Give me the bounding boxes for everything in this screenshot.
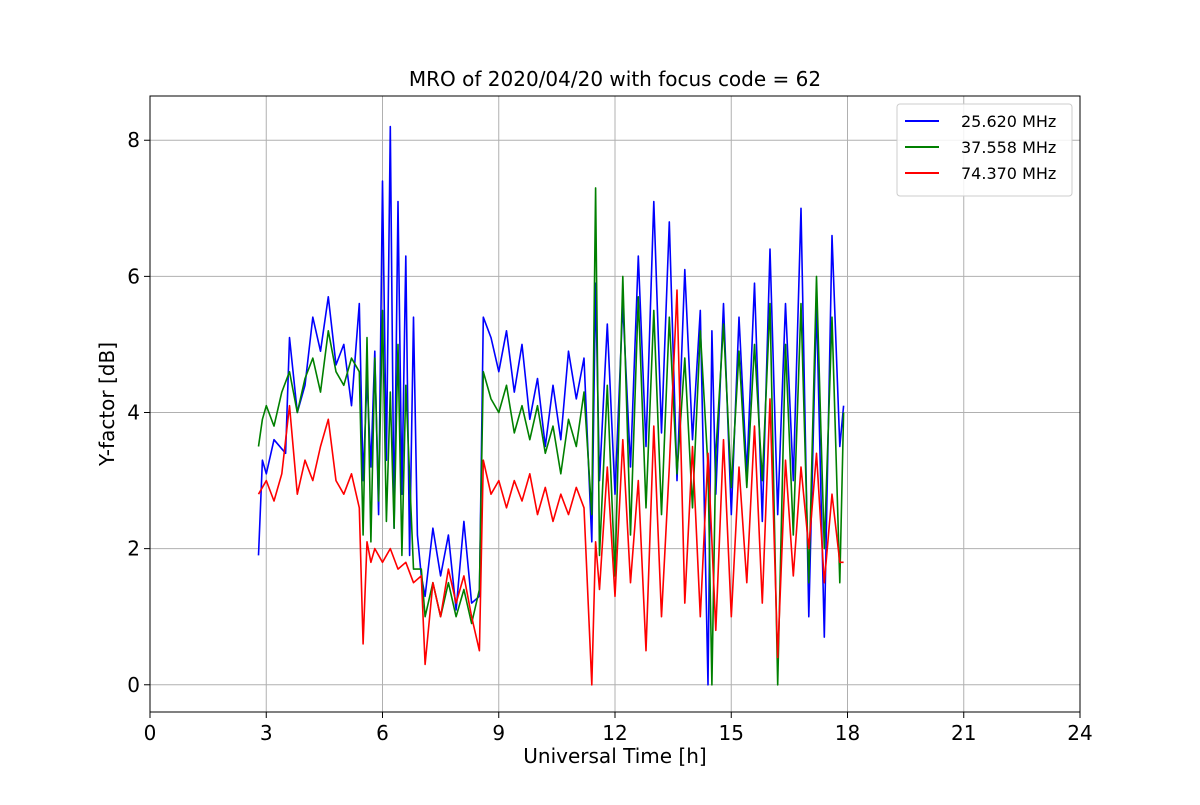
x-tick-label: 0	[144, 721, 157, 745]
x-axis-label: Universal Time [h]	[523, 744, 706, 768]
x-tick-label: 3	[260, 721, 273, 745]
x-tick-label: 6	[376, 721, 389, 745]
x-tick-label: 9	[492, 721, 505, 745]
x-tick-label: 15	[719, 721, 744, 745]
x-tick-label: 21	[951, 721, 976, 745]
series-line-3	[257, 289, 844, 686]
y-tick-label: 4	[127, 401, 140, 425]
legend-entry: 74.370 MHz	[961, 164, 1056, 183]
series-group	[257, 125, 845, 686]
x-tick-label: 24	[1067, 721, 1092, 745]
legend: 25.620 MHz 37.558 MHz 74.370 MHz	[896, 103, 1073, 197]
y-tick-label: 2	[127, 537, 140, 561]
legend-entry: 37.558 MHz	[961, 138, 1056, 157]
legend-entry: 25.620 MHz	[961, 112, 1056, 131]
y-axis-label: Y-factor [dB]	[95, 342, 119, 467]
legend-box	[896, 103, 1073, 197]
series-line-2	[257, 187, 845, 686]
y-tick-label: 0	[127, 673, 140, 697]
y-tick-label: 8	[127, 128, 140, 152]
x-tick-label: 18	[835, 721, 860, 745]
chart-title: MRO of 2020/04/20 with focus code = 62	[409, 67, 821, 91]
x-tick-label: 12	[602, 721, 627, 745]
y-tick-label: 6	[127, 264, 140, 288]
